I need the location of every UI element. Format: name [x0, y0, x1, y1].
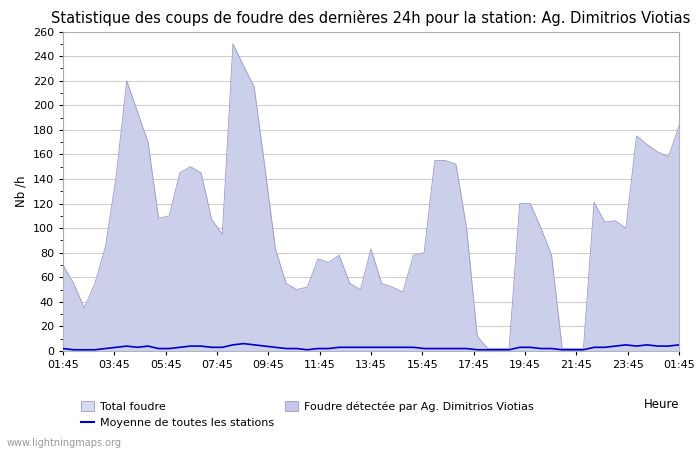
- Legend: Total foudre, Moyenne de toutes les stations, Foudre détectée par Ag. Dimitrios : Total foudre, Moyenne de toutes les stat…: [81, 401, 533, 428]
- Text: Heure: Heure: [643, 398, 679, 411]
- Title: Statistique des coups de foudre des dernières 24h pour la station: Ag. Dimitrios: Statistique des coups de foudre des dern…: [51, 10, 691, 26]
- Text: www.lightningmaps.org: www.lightningmaps.org: [7, 438, 122, 448]
- Y-axis label: Nb /h: Nb /h: [14, 176, 27, 207]
